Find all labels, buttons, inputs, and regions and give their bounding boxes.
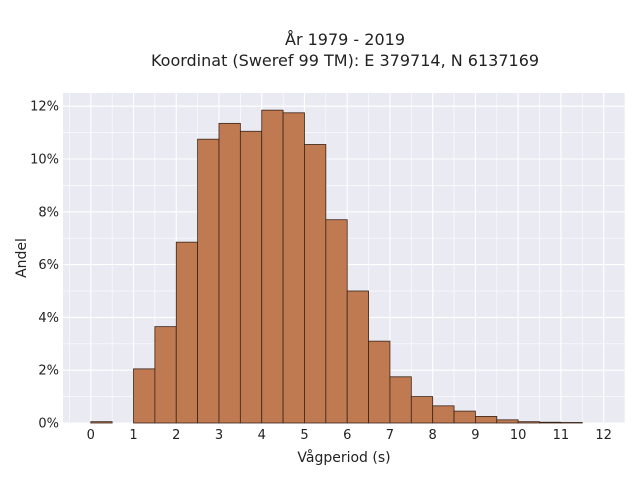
y-tick-label: 6%: [38, 258, 59, 273]
y-tick-label: 0%: [38, 417, 59, 432]
histogram-bar: [539, 421, 562, 424]
histogram-bar: [453, 410, 476, 424]
x-axis-label: Vågperiod (s): [297, 449, 390, 466]
x-tick-label: 3: [215, 428, 223, 443]
histogram-bar: [325, 219, 348, 424]
x-tick-label: 1: [129, 428, 137, 443]
histogram-bar: [517, 421, 540, 424]
histogram-bar: [261, 109, 284, 424]
chart-title-line1: År 1979 - 2019: [285, 30, 405, 49]
histogram-bar: [239, 130, 263, 424]
y-tick-label: 4%: [38, 311, 59, 326]
histogram-bar: [560, 422, 583, 424]
histogram-bar: [304, 144, 327, 424]
histogram-bar: [410, 396, 434, 424]
histogram-bar: [346, 290, 369, 424]
y-axis-ticks: 0% 2% 4% 6% 8% 10% 12%: [30, 100, 59, 432]
y-tick-label: 12%: [30, 100, 59, 115]
x-tick-label: 6: [343, 428, 351, 443]
y-tick-label: 8%: [38, 205, 59, 220]
histogram-bar: [368, 340, 391, 424]
histogram-bar: [475, 415, 498, 424]
histogram-bar: [175, 241, 199, 424]
histogram-bar: [282, 112, 305, 424]
histogram-bar: [197, 138, 220, 424]
histogram-bar: [154, 326, 177, 424]
x-tick-label: 10: [510, 428, 527, 443]
histogram-bar: [432, 405, 455, 424]
x-tick-label: 5: [300, 428, 308, 443]
x-tick-label: 2: [172, 428, 180, 443]
y-axis-label: Andel: [14, 238, 30, 278]
x-tick-label: 7: [386, 428, 394, 443]
x-tick-label: 9: [471, 428, 479, 443]
histogram-bars: [90, 109, 583, 424]
histogram-bar: [218, 122, 241, 424]
grid-lines: [63, 93, 626, 424]
x-tick-label: 4: [258, 428, 266, 443]
x-tick-label: 0: [87, 428, 95, 443]
y-tick-label: 2%: [38, 364, 59, 379]
x-tick-label: 8: [429, 428, 437, 443]
y-tick-label: 10%: [30, 153, 59, 168]
chart-title-line2: Koordinat (Sweref 99 TM): E 379714, N 61…: [151, 51, 539, 70]
x-axis-ticks: 0 1 2 3 4 5 6 7 8 9 10 11 12: [87, 428, 612, 443]
histogram-bar: [90, 421, 113, 424]
x-tick-label: 11: [553, 428, 570, 443]
x-tick-label: 12: [595, 428, 612, 443]
histogram-bar: [389, 376, 412, 424]
histogram-bar: [133, 368, 156, 424]
histogram-bar: [496, 419, 519, 424]
